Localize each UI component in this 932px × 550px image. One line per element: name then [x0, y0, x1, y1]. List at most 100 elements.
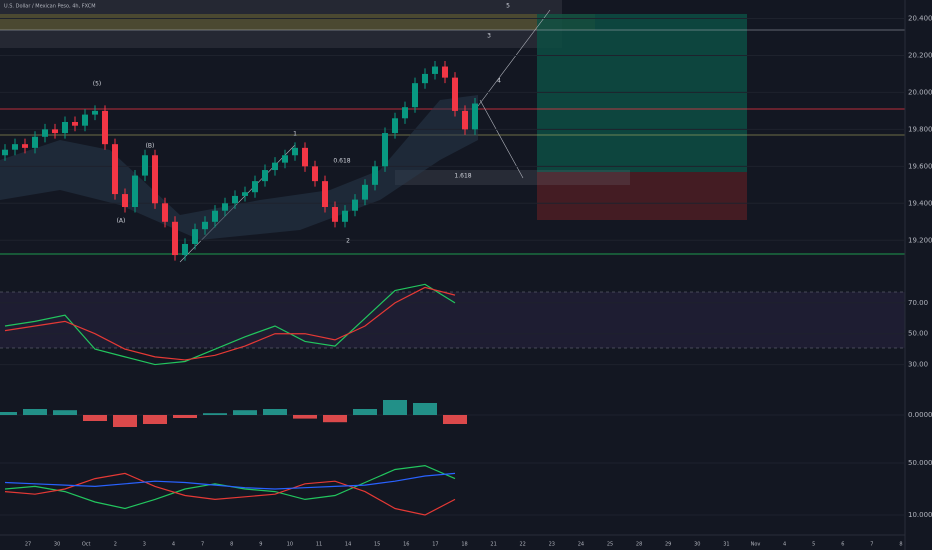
- candle-body: [32, 136, 38, 148]
- histogram-bar: [113, 415, 137, 427]
- histogram-bar: [383, 400, 407, 415]
- x-tick-label: 3: [143, 542, 146, 548]
- candle-body: [262, 170, 268, 182]
- candle-body: [362, 184, 368, 200]
- histogram-bar: [173, 415, 197, 418]
- candle-body: [422, 73, 428, 84]
- candle-body: [122, 194, 128, 208]
- candle-body: [72, 121, 78, 126]
- x-tick-label: Nov: [751, 542, 761, 548]
- x-tick-label: 25: [607, 542, 613, 548]
- candle-body: [392, 118, 398, 134]
- x-tick-label: 17: [432, 542, 438, 548]
- symbol-title: U.S. Dollar / Mexican Peso, 4h, FXCM: [4, 4, 96, 10]
- histogram-bar: [413, 403, 437, 415]
- wave-label: (5): [93, 81, 102, 88]
- candle-body: [312, 166, 318, 182]
- x-tick-label: 7: [870, 542, 873, 548]
- candle-body: [222, 203, 228, 211]
- candle-body: [382, 133, 388, 167]
- wave-label: 1: [293, 131, 297, 138]
- candle-body: [182, 243, 188, 256]
- candle-body: [162, 203, 168, 222]
- y-tick-label: 19.20000: [908, 236, 932, 244]
- candle-body: [192, 229, 198, 244]
- candle-body: [472, 103, 478, 130]
- candle-body: [462, 110, 468, 130]
- candle-body: [282, 155, 288, 163]
- x-tick-label: 10: [287, 542, 293, 548]
- x-tick-label: 8: [230, 542, 233, 548]
- x-tick-label: 6: [841, 542, 844, 548]
- x-tick-label: 27: [25, 542, 31, 548]
- histogram-bar: [0, 412, 17, 415]
- candle-body: [112, 144, 118, 195]
- histogram-bar: [323, 415, 347, 423]
- candle-body: [352, 199, 358, 211]
- y-tick-label: 19.80000: [908, 125, 932, 133]
- zone-box: [0, 0, 562, 48]
- candle-body: [402, 107, 408, 119]
- histogram-bar: [443, 415, 467, 424]
- wave-line: [479, 99, 524, 179]
- histogram-bar: [263, 409, 287, 415]
- y-tick-label: 50.00: [908, 330, 928, 338]
- wave-label: 1.618: [454, 173, 471, 180]
- x-tick-label: 28: [636, 542, 642, 548]
- histogram-bar: [23, 409, 47, 415]
- candle-body: [322, 181, 328, 208]
- histogram-bar: [233, 410, 257, 415]
- y-tick-label: 50.00000: [908, 459, 932, 467]
- candle-body: [22, 144, 28, 148]
- indicator-line: [4, 286, 456, 361]
- candle-body: [142, 155, 148, 176]
- candle-body: [2, 149, 8, 156]
- x-tick-label: 7: [201, 542, 204, 548]
- histogram-bar: [53, 410, 77, 415]
- candle-body: [52, 129, 58, 134]
- y-tick-label: 70.00: [908, 299, 928, 307]
- x-tick-label: 29: [665, 542, 671, 548]
- candle-body: [252, 181, 258, 193]
- candle-body: [372, 166, 378, 185]
- x-tick-label: 18: [461, 542, 467, 548]
- x-tick-label: 9: [259, 542, 262, 548]
- candle-body: [62, 121, 68, 134]
- candle-body: [272, 162, 278, 171]
- candle-body: [452, 77, 458, 111]
- x-tick-label: 30: [54, 542, 60, 548]
- candle-body: [152, 155, 158, 204]
- candle-body: [202, 221, 208, 230]
- candle-body: [212, 210, 218, 222]
- y-tick-label: 19.60000: [908, 162, 932, 170]
- histogram-bar: [203, 413, 227, 415]
- stop-zone: [537, 172, 747, 220]
- y-tick-label: 20.40000: [908, 14, 932, 22]
- y-tick-label: 19.40000: [908, 199, 932, 207]
- x-tick-label: 15: [374, 542, 380, 548]
- candle-body: [172, 221, 178, 256]
- histogram-bar: [143, 415, 167, 424]
- histogram-bar: [293, 415, 317, 419]
- candle-body: [132, 175, 138, 208]
- histogram-bar: [83, 415, 107, 421]
- y-tick-label: 10.00000: [908, 511, 932, 519]
- candle-body: [342, 210, 348, 222]
- indicator-line: [4, 283, 456, 366]
- candle-body: [12, 144, 18, 150]
- y-tick-label: 20.20000: [908, 51, 932, 59]
- candle-body: [232, 195, 238, 204]
- indicator-line: [4, 472, 456, 490]
- y-tick-label: 0.00000: [908, 411, 932, 419]
- x-tick-label: 11: [316, 542, 322, 548]
- wave-line: [474, 9, 551, 111]
- x-tick-label: 16: [403, 542, 409, 548]
- candle-body: [242, 192, 248, 196]
- x-tick-label: Oct: [82, 542, 91, 548]
- candle-body: [432, 66, 438, 74]
- candle-body: [442, 66, 448, 78]
- x-tick-label: 14: [345, 542, 351, 548]
- x-tick-label: 4: [783, 542, 786, 548]
